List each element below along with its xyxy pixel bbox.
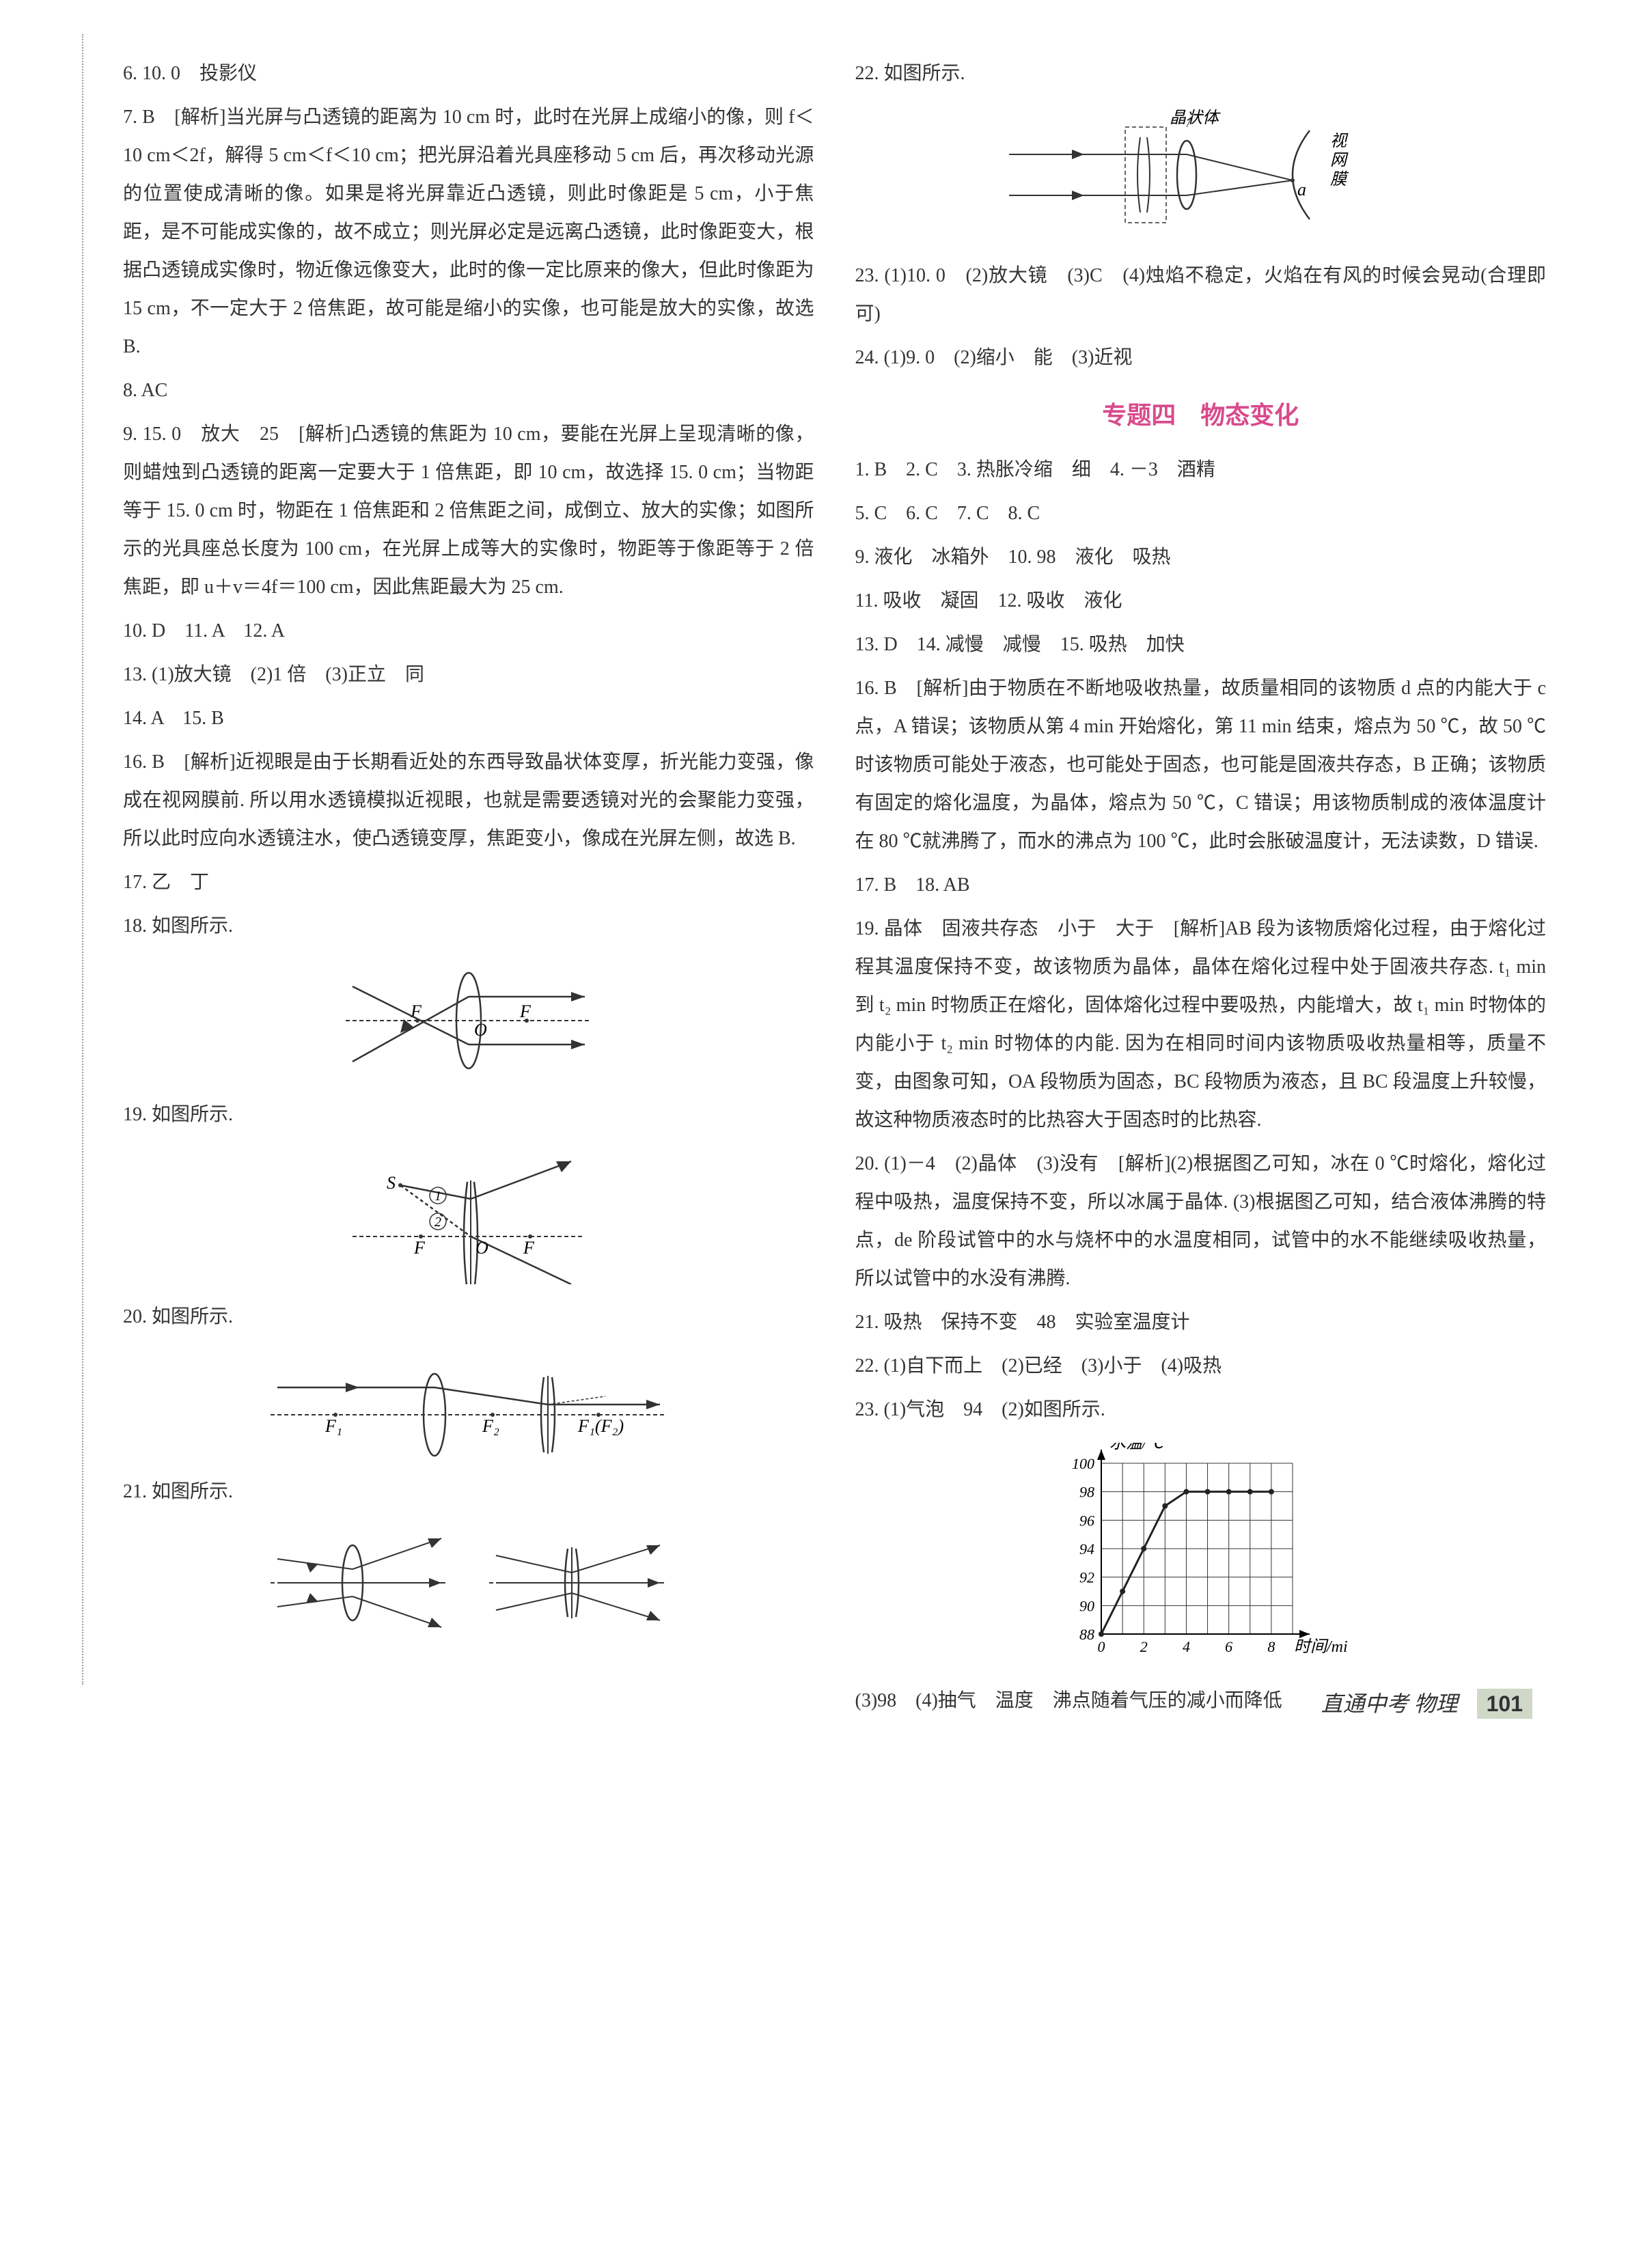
chart-water-temp: 88 90 92 94 96 98 100 0 2 4 6 8 水温/℃ 时间/min (855, 1443, 1547, 1668)
answer-23: 23. (1)10. 0 (2)放大镜 (3)C (4)烛焰不稳定，火焰在有风的… (855, 257, 1547, 333)
answer-13: 13. (1)放大镜 (2)1 倍 (3)正立 同 (123, 656, 814, 694)
svg-text:a: a (1297, 180, 1306, 199)
label-lens: 晶状体 (1170, 109, 1221, 127)
svg-text:时间/min: 时间/min (1294, 1637, 1347, 1656)
r-answer-5-8: 5. C 6. C 7. C 8. C (855, 495, 1547, 533)
svg-text:网: 网 (1330, 152, 1349, 169)
r-answer-1-4: 1. B 2. C 3. 热胀冷缩 细 4. －3 酒精 (855, 451, 1547, 489)
svg-text:水温/℃: 水温/℃ (1109, 1443, 1165, 1452)
r-answer-20: 20. (1)－4 (2)晶体 (3)没有 [解析](2)根据图乙可知，冰在 0… (855, 1145, 1547, 1298)
right-column: 22. 如图所示. a 晶状体 视 网 膜 (855, 55, 1547, 1726)
page-border (82, 34, 83, 1685)
label-retina: 视 (1330, 132, 1349, 150)
diagram-21 (123, 1525, 814, 1641)
answer-6: 6. 10. 0 投影仪 (123, 55, 814, 93)
svg-text:92: 92 (1079, 1569, 1094, 1586)
svg-text:2: 2 (1140, 1638, 1148, 1655)
answer-22: 22. 如图所示. (855, 55, 1547, 93)
r-answer-11-12: 11. 吸收 凝固 12. 吸收 液化 (855, 582, 1547, 620)
answer-19: 19. 如图所示. (123, 1096, 814, 1134)
svg-text:4: 4 (1183, 1638, 1190, 1655)
footer-book: 直通中考 (1321, 1691, 1409, 1716)
left-column: 6. 10. 0 投影仪 7. B [解析]当光屏与凸透镜的距离为 10 cm … (123, 55, 814, 1726)
answer-10-12: 10. D 11. A 12. A (123, 612, 814, 650)
svg-text:94: 94 (1079, 1540, 1094, 1558)
svg-text:F: F (519, 1001, 532, 1021)
page-footer: 直通中考 物理 101 (1321, 1682, 1532, 1726)
svg-text:F₁: F₁ (325, 1416, 342, 1436)
answer-14-15: 14. A 15. B (123, 700, 814, 738)
diagram-19: S 1 2 F O F (123, 1148, 814, 1284)
answer-24: 24. (1)9. 0 (2)缩小 能 (3)近视 (855, 339, 1547, 377)
svg-text:2: 2 (434, 1215, 441, 1230)
svg-text:90: 90 (1079, 1597, 1094, 1614)
svg-text:O: O (475, 1238, 488, 1258)
svg-text:88: 88 (1079, 1626, 1094, 1643)
answer-7: 7. B [解析]当光屏与凸透镜的距离为 10 cm 时，此时在光屏上成缩小的像… (123, 98, 814, 366)
svg-text:F: F (523, 1238, 535, 1258)
answer-16: 16. B [解析]近视眼是由于长期看近处的东西导致晶状体变厚，折光能力变强，像… (123, 743, 814, 858)
svg-text:8: 8 (1268, 1638, 1275, 1655)
svg-text:O: O (474, 1020, 487, 1040)
svg-text:96: 96 (1079, 1512, 1094, 1529)
r-answer-23a: 23. (1)气泡 94 (2)如图所示. (855, 1391, 1547, 1429)
answer-9: 9. 15. 0 放大 25 [解析]凸透镜的焦距为 10 cm，要能在光屏上呈… (123, 415, 814, 607)
svg-text:F₂: F₂ (482, 1416, 499, 1436)
r-answer-17-18: 17. B 18. AB (855, 866, 1547, 904)
section-title-4: 专题四 物态变化 (855, 391, 1547, 440)
svg-text:0: 0 (1098, 1638, 1105, 1655)
answer-17: 17. 乙 丁 (123, 863, 814, 902)
svg-text:S: S (387, 1173, 396, 1193)
svg-text:98: 98 (1079, 1484, 1094, 1501)
r-answer-19: 19. 晶体 固液共存态 小于 大于 [解析]AB 段为该物质熔化过程，由于熔化… (855, 910, 1547, 1139)
diagram-20: F₁ F₂ F₁(F₂) (123, 1350, 814, 1459)
svg-text:1: 1 (434, 1189, 441, 1204)
svg-text:6: 6 (1225, 1638, 1232, 1655)
footer-subject: 物理 (1414, 1691, 1458, 1716)
svg-text:膜: 膜 (1330, 170, 1349, 189)
answer-8: 8. AC (123, 372, 814, 410)
diagram-22-eye: a 晶状体 视 网 膜 (855, 107, 1547, 243)
r-answer-9-10: 9. 液化 冰箱外 10. 98 液化 吸热 (855, 538, 1547, 577)
r-answer-13-15: 13. D 14. 减慢 减慢 15. 吸热 加快 (855, 626, 1547, 664)
svg-text:F₁(F₂): F₁(F₂) (577, 1416, 624, 1436)
r-answer-21: 21. 吸热 保持不变 48 实验室温度计 (855, 1303, 1547, 1342)
two-column-layout: 6. 10. 0 投影仪 7. B [解析]当光屏与凸透镜的距离为 10 cm … (123, 55, 1546, 1726)
answer-21: 21. 如图所示. (123, 1473, 814, 1511)
svg-text:F: F (413, 1238, 426, 1258)
answer-20: 20. 如图所示. (123, 1298, 814, 1336)
diagram-18: F O F (123, 959, 814, 1082)
footer-page-number: 101 (1477, 1689, 1532, 1719)
answer-18: 18. 如图所示. (123, 907, 814, 945)
r-answer-22: 22. (1)自下而上 (2)已经 (3)小于 (4)吸热 (855, 1347, 1547, 1385)
r-answer-16: 16. B [解析]由于物质在不断地吸收热量，故质量相同的该物质 d 点的内能大… (855, 669, 1547, 861)
svg-text:100: 100 (1072, 1455, 1094, 1472)
